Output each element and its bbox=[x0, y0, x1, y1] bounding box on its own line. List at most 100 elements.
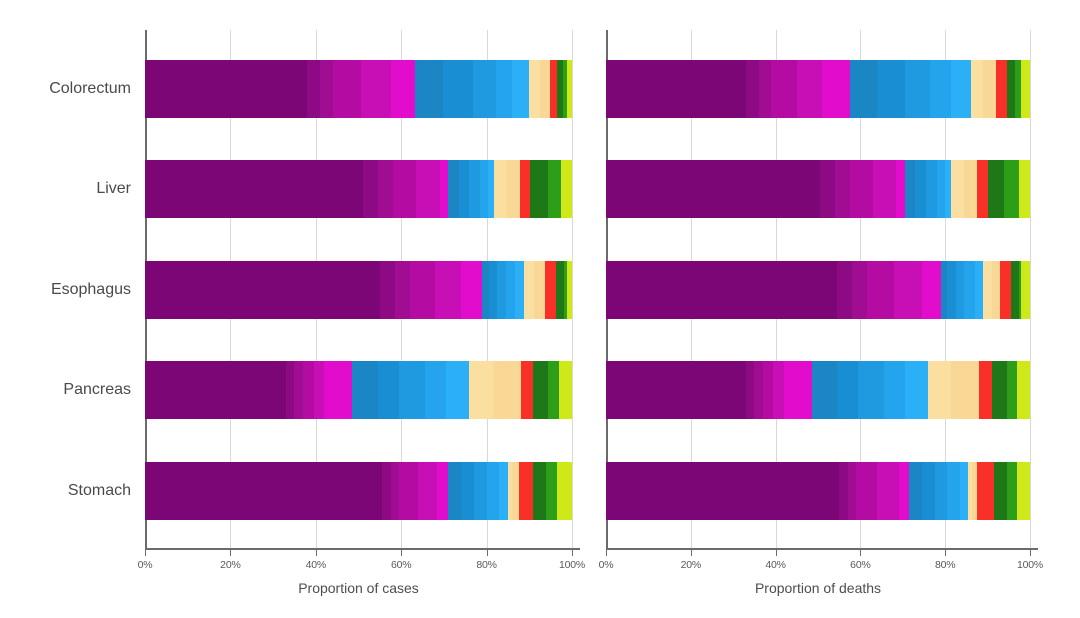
stacked-bar[interactable] bbox=[145, 160, 572, 218]
bar-segment[interactable] bbox=[784, 361, 812, 419]
bar-segment[interactable] bbox=[496, 60, 512, 118]
bar-segment[interactable] bbox=[488, 261, 498, 319]
bar-segment[interactable] bbox=[928, 361, 952, 419]
bar-segment[interactable] bbox=[482, 261, 489, 319]
bar-segment[interactable] bbox=[480, 160, 488, 218]
bar-segment[interactable] bbox=[416, 160, 440, 218]
bar-segment[interactable] bbox=[945, 160, 952, 218]
bar-segment[interactable] bbox=[993, 462, 1007, 520]
bar-segment[interactable] bbox=[472, 60, 497, 118]
bar-segment[interactable] bbox=[979, 361, 992, 419]
bar-segment[interactable] bbox=[377, 160, 393, 218]
bar-segment[interactable] bbox=[834, 160, 850, 218]
bar-segment[interactable] bbox=[873, 160, 897, 218]
stacked-bar[interactable] bbox=[606, 160, 1030, 218]
bar-segment[interactable] bbox=[947, 462, 960, 520]
bar-segment[interactable] bbox=[964, 261, 975, 319]
bar-segment[interactable] bbox=[499, 462, 508, 520]
bar-segment[interactable] bbox=[418, 462, 438, 520]
bar-segment[interactable] bbox=[424, 361, 446, 419]
bar-segment[interactable] bbox=[566, 261, 572, 319]
bar-segment[interactable] bbox=[497, 261, 506, 319]
bar-segment[interactable] bbox=[606, 462, 840, 520]
bar-segment[interactable] bbox=[533, 361, 549, 419]
bar-segment[interactable] bbox=[394, 261, 410, 319]
bar-segment[interactable] bbox=[377, 361, 400, 419]
bar-segment[interactable] bbox=[1006, 361, 1018, 419]
bar-segment[interactable] bbox=[399, 462, 419, 520]
bar-segment[interactable] bbox=[1006, 60, 1016, 118]
bar-segment[interactable] bbox=[469, 160, 481, 218]
stacked-bar[interactable] bbox=[145, 361, 572, 419]
bar-segment[interactable] bbox=[528, 60, 540, 118]
bar-segment[interactable] bbox=[1017, 462, 1030, 520]
bar-segment[interactable] bbox=[390, 462, 400, 520]
bar-segment[interactable] bbox=[762, 361, 774, 419]
bar-segment[interactable] bbox=[313, 361, 325, 419]
bar-segment[interactable] bbox=[930, 60, 952, 118]
bar-segment[interactable] bbox=[360, 60, 391, 118]
bar-segment[interactable] bbox=[856, 462, 878, 520]
bar-segment[interactable] bbox=[533, 462, 547, 520]
bar-segment[interactable] bbox=[519, 160, 531, 218]
bar-segment[interactable] bbox=[921, 462, 935, 520]
bar-segment[interactable] bbox=[473, 462, 487, 520]
bar-segment[interactable] bbox=[858, 361, 884, 419]
bar-segment[interactable] bbox=[518, 462, 534, 520]
bar-segment[interactable] bbox=[520, 361, 534, 419]
bar-segment[interactable] bbox=[1000, 261, 1011, 319]
bar-segment[interactable] bbox=[324, 361, 353, 419]
bar-segment[interactable] bbox=[811, 361, 838, 419]
bar-segment[interactable] bbox=[545, 261, 556, 319]
bar-segment[interactable] bbox=[926, 160, 937, 218]
bar-segment[interactable] bbox=[306, 60, 320, 118]
bar-segment[interactable] bbox=[145, 60, 307, 118]
bar-segment[interactable] bbox=[947, 261, 956, 319]
bar-segment[interactable] bbox=[921, 261, 941, 319]
bar-segment[interactable] bbox=[877, 60, 905, 118]
bar-segment[interactable] bbox=[983, 60, 996, 118]
bar-segment[interactable] bbox=[796, 60, 823, 118]
bar-segment[interactable] bbox=[362, 160, 378, 218]
stacked-bar[interactable] bbox=[606, 361, 1030, 419]
bar-segment[interactable] bbox=[606, 160, 821, 218]
bar-segment[interactable] bbox=[991, 361, 1007, 419]
bar-segment[interactable] bbox=[534, 261, 545, 319]
bar-segment[interactable] bbox=[849, 160, 874, 218]
bar-segment[interactable] bbox=[556, 462, 572, 520]
bar-segment[interactable] bbox=[971, 462, 977, 520]
bar-segment[interactable] bbox=[523, 261, 535, 319]
bar-segment[interactable] bbox=[976, 462, 994, 520]
bar-segment[interactable] bbox=[976, 160, 988, 218]
bar-segment[interactable] bbox=[915, 160, 927, 218]
bar-segment[interactable] bbox=[1019, 261, 1022, 319]
bar-segment[interactable] bbox=[145, 462, 382, 520]
bar-segment[interactable] bbox=[771, 60, 797, 118]
bar-segment[interactable] bbox=[745, 60, 759, 118]
bar-segment[interactable] bbox=[940, 261, 948, 319]
bar-segment[interactable] bbox=[974, 261, 984, 319]
bar-segment[interactable] bbox=[896, 160, 905, 218]
bar-segment[interactable] bbox=[820, 160, 835, 218]
bar-segment[interactable] bbox=[530, 160, 548, 218]
bar-segment[interactable] bbox=[145, 160, 363, 218]
bar-segment[interactable] bbox=[909, 462, 922, 520]
bar-segment[interactable] bbox=[566, 60, 572, 118]
bar-segment[interactable] bbox=[991, 261, 1001, 319]
bar-segment[interactable] bbox=[437, 462, 449, 520]
bar-segment[interactable] bbox=[898, 462, 910, 520]
bar-segment[interactable] bbox=[904, 60, 931, 118]
bar-segment[interactable] bbox=[866, 261, 895, 319]
bar-segment[interactable] bbox=[399, 361, 425, 419]
bar-segment[interactable] bbox=[1021, 261, 1030, 319]
bar-segment[interactable] bbox=[494, 160, 508, 218]
bar-segment[interactable] bbox=[1017, 361, 1030, 419]
bar-segment[interactable] bbox=[556, 60, 564, 118]
bar-segment[interactable] bbox=[559, 361, 572, 419]
bar-segment[interactable] bbox=[392, 160, 417, 218]
bar-segment[interactable] bbox=[505, 261, 516, 319]
bar-segment[interactable] bbox=[951, 60, 971, 118]
bar-segment[interactable] bbox=[379, 261, 395, 319]
bar-segment[interactable] bbox=[847, 462, 857, 520]
bar-segment[interactable] bbox=[487, 160, 495, 218]
